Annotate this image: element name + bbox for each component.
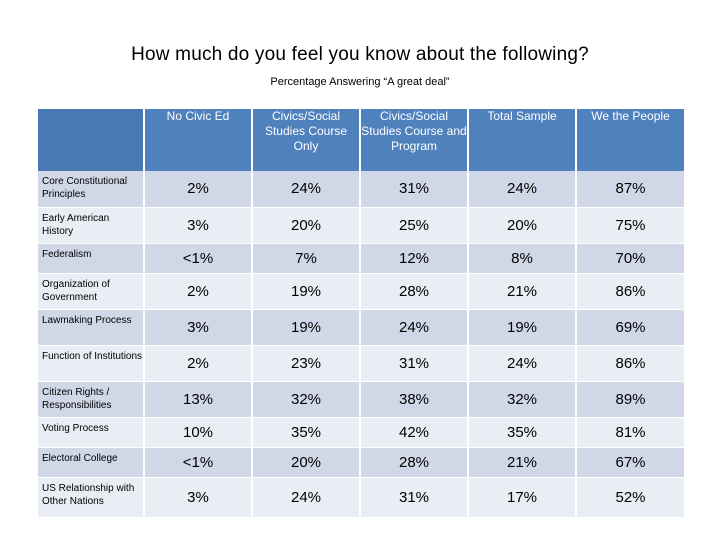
column-header: Total Sample [467, 109, 576, 171]
table-body: Core Constitutional Principles 2% 24% 31% 24… [38, 171, 684, 518]
table-cell: 28% [359, 273, 468, 310]
table-row: US Relationship with Other Nations 3% 24% 3… [38, 477, 684, 518]
column-header: Civics/Social Studies Course Only [251, 109, 360, 171]
table-cell: 35% [251, 417, 360, 448]
table-cell: 10% [143, 417, 252, 448]
page-subtitle: Percentage Answering “A great deal” [270, 76, 450, 88]
row-label: Function of Institutions [38, 345, 144, 382]
row-label: Lawmaking Process [38, 309, 144, 346]
table-header-row: No Civic Ed Civics/Social Studies Course… [38, 109, 684, 171]
table-row: Early American History 3% 20% 25% 20% 75% [38, 207, 684, 244]
table-cell: 23% [251, 345, 360, 382]
table-cell: 35% [467, 417, 576, 448]
table-cell: 2% [143, 273, 252, 310]
row-label: US Relationship with Other Nations [38, 477, 144, 518]
row-label: Citizen Rights / Responsibilities [38, 381, 144, 418]
page-title: How much do you feel you know about the … [131, 44, 589, 65]
table-cell: 19% [467, 309, 576, 346]
row-label: Electoral College [38, 447, 144, 478]
table-cell: 2% [143, 345, 252, 382]
results-table: No Civic Ed Civics/Social Studies Course… [38, 109, 684, 518]
table-row: Organization of Government 2% 19% 28% 21% 86% [38, 273, 684, 310]
table-cell: 12% [359, 243, 468, 274]
table-cell: 67% [575, 447, 684, 478]
table-cell: 32% [467, 381, 576, 418]
table-cell: 70% [575, 243, 684, 274]
table-cell: 86% [575, 345, 684, 382]
table-row: Voting Process 10% 35% 42% 35% 81% [38, 417, 684, 448]
row-label: Federalism [38, 243, 144, 274]
table-cell: 24% [467, 171, 576, 208]
row-label: Voting Process [38, 417, 144, 448]
table-cell: 7% [251, 243, 360, 274]
table-cell: 31% [359, 171, 468, 208]
table-row: Electoral College <1% 20% 28% 21% 67% [38, 447, 684, 478]
row-label: Early American History [38, 207, 144, 244]
row-label: Organization of Government [38, 273, 144, 310]
table-cell: 20% [251, 447, 360, 478]
table-cell: 24% [251, 171, 360, 208]
table-cell: 3% [143, 309, 252, 346]
table-row: Core Constitutional Principles 2% 24% 31% 24… [38, 171, 684, 208]
table-cell: 75% [575, 207, 684, 244]
table-cell: 31% [359, 345, 468, 382]
table-cell: 87% [575, 171, 684, 208]
table-cell: 81% [575, 417, 684, 448]
table-cell: 31% [359, 477, 468, 518]
table-cell: 86% [575, 273, 684, 310]
table-cell: 8% [467, 243, 576, 274]
table-cell: 25% [359, 207, 468, 244]
table-cell: 24% [467, 345, 576, 382]
table-cell: 19% [251, 273, 360, 310]
table-cell: 21% [467, 273, 576, 310]
table-row: Federalism <1% 7% 12% 8% 70% [38, 243, 684, 274]
table-cell: 52% [575, 477, 684, 518]
table-row: Lawmaking Process 3% 19% 24% 19% 69% [38, 309, 684, 346]
table-cell: 2% [143, 171, 252, 208]
column-header: Civics/Social Studies Course and Program [359, 109, 468, 171]
table-cell: <1% [143, 243, 252, 274]
table-row: Citizen Rights / Responsibilities 13% 32% 3… [38, 381, 684, 418]
table-cell: 20% [251, 207, 360, 244]
table-cell: 42% [359, 417, 468, 448]
table-cell: 28% [359, 447, 468, 478]
table-cell: 38% [359, 381, 468, 418]
table-cell: 17% [467, 477, 576, 518]
header-corner-cell [38, 109, 144, 171]
table-cell: 21% [467, 447, 576, 478]
table-cell: 3% [143, 207, 252, 244]
row-label: Core Constitutional Principles [38, 171, 144, 208]
table-cell: 24% [251, 477, 360, 518]
table-cell: 32% [251, 381, 360, 418]
table-cell: 69% [575, 309, 684, 346]
table-cell: 24% [359, 309, 468, 346]
table-cell: 89% [575, 381, 684, 418]
table-cell: 19% [251, 309, 360, 346]
table-cell: 3% [143, 477, 252, 518]
table-cell: 13% [143, 381, 252, 418]
column-header: No Civic Ed [143, 109, 252, 171]
table-row: Function of Institutions 2% 23% 31% 24% 86% [38, 345, 684, 382]
table-cell: 20% [467, 207, 576, 244]
table-cell: <1% [143, 447, 252, 478]
column-header: We the People [575, 109, 684, 171]
